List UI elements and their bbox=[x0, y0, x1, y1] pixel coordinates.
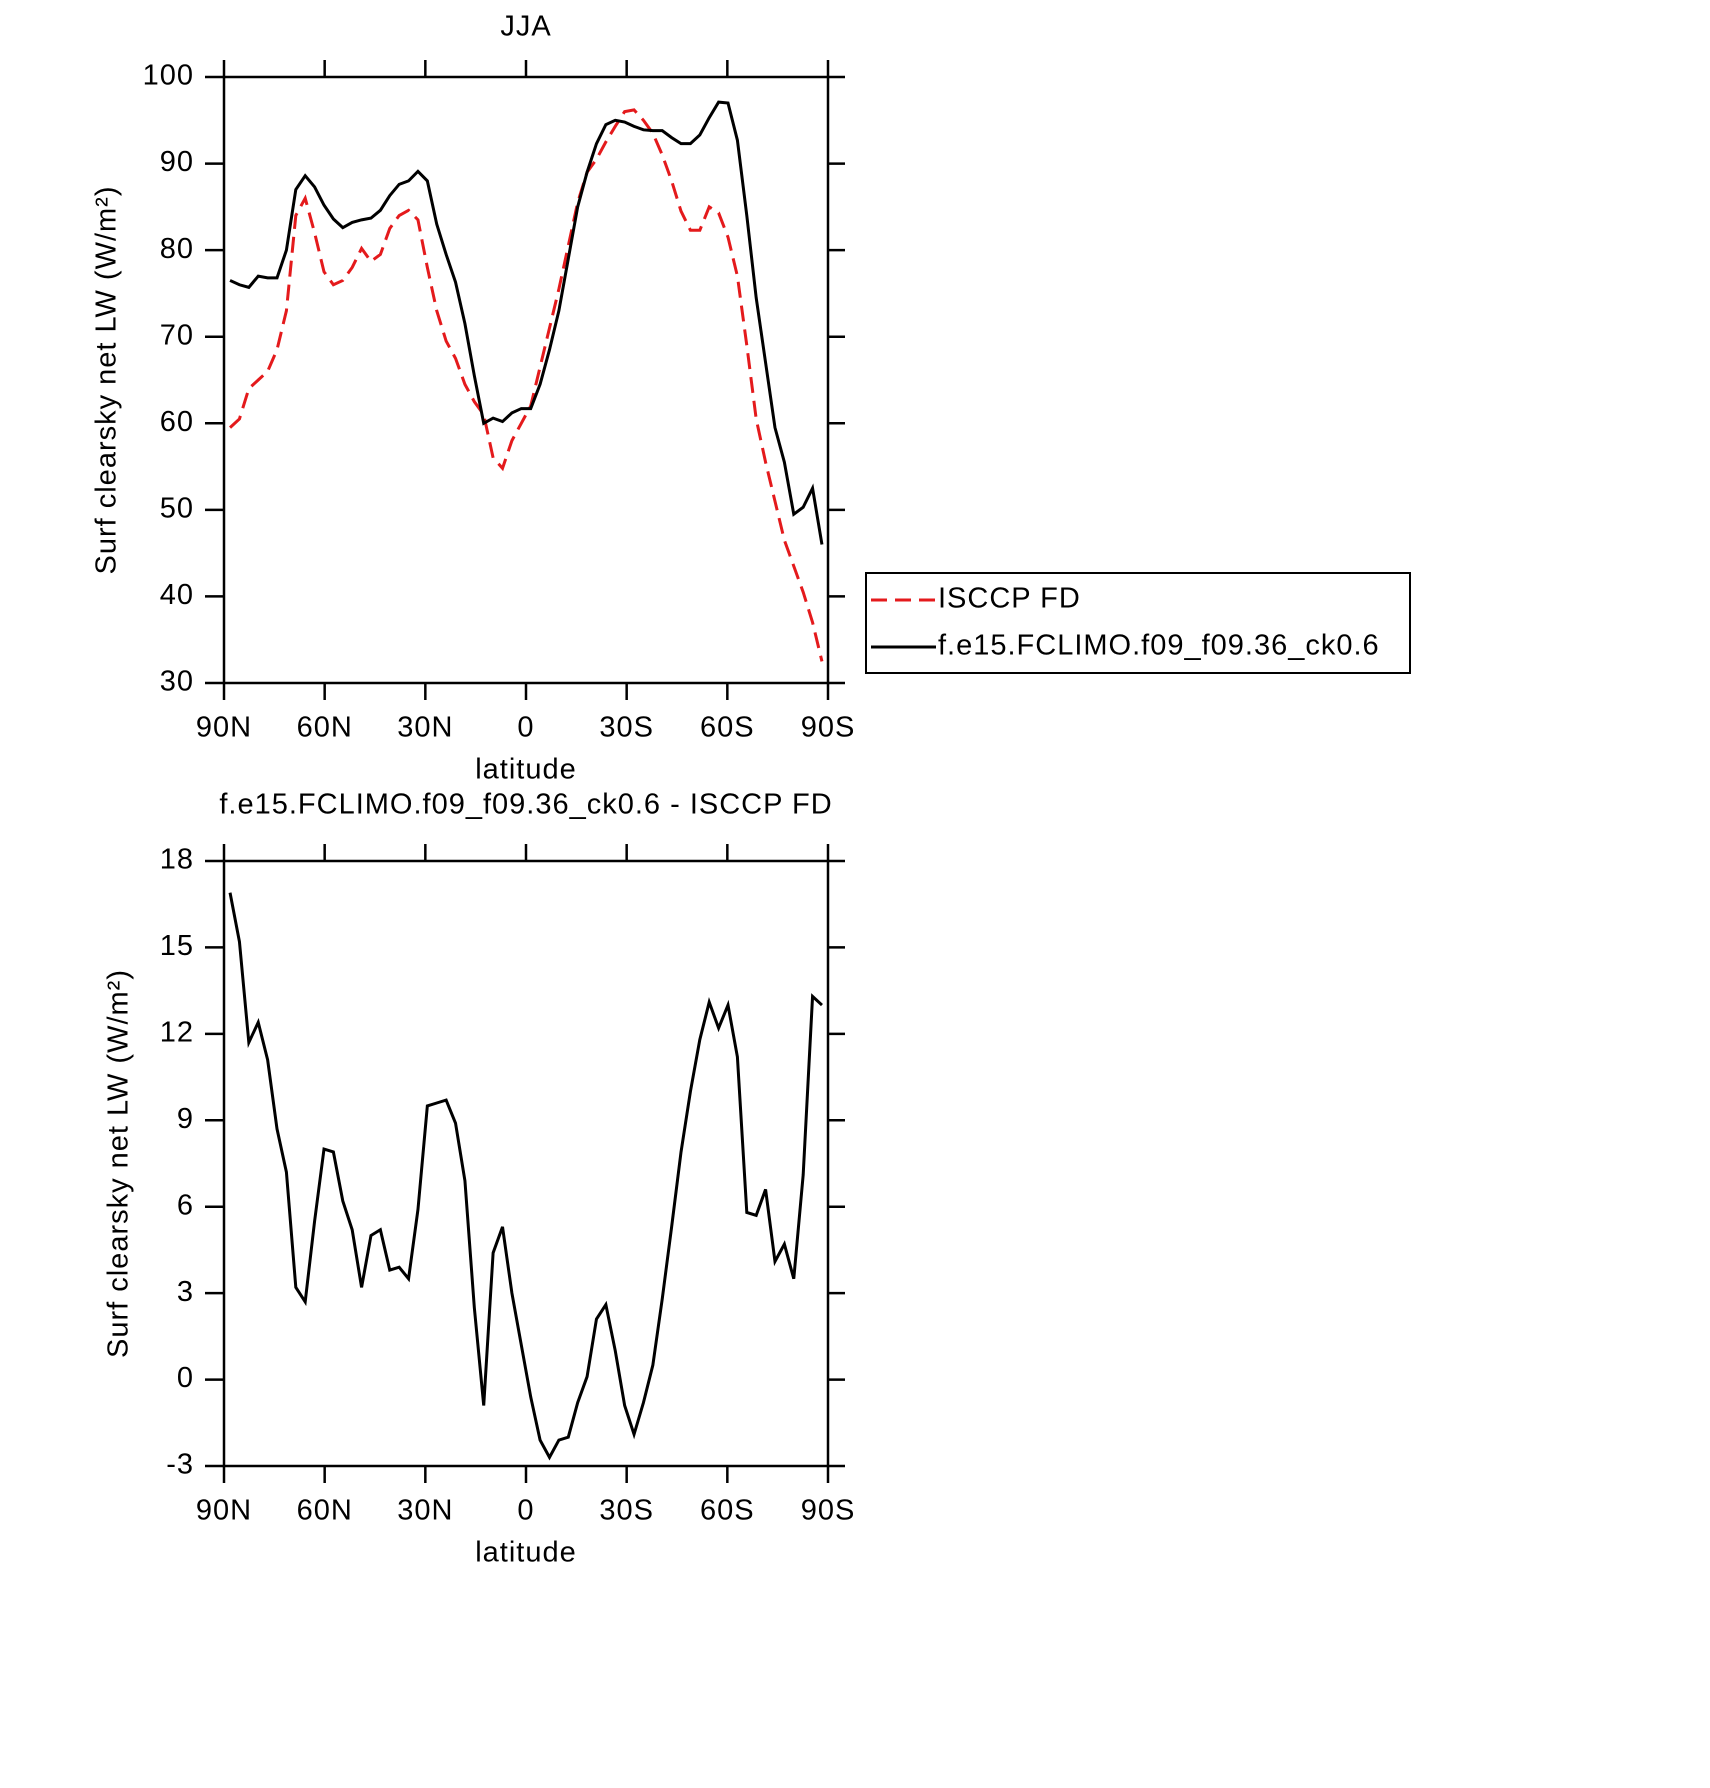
y-axis-label: Surf clearsky net LW (W/m²) bbox=[103, 969, 135, 1358]
y-tick-label: 15 bbox=[160, 930, 194, 962]
data-line bbox=[229, 100, 824, 545]
y-tick-label: 0 bbox=[177, 1362, 194, 1394]
y-tick-label: 6 bbox=[177, 1189, 194, 1221]
y-tick-label: 40 bbox=[160, 579, 194, 611]
chart-title: JJA bbox=[500, 11, 551, 43]
y-tick-label: 70 bbox=[160, 319, 194, 351]
y-tick-label: 18 bbox=[160, 844, 194, 876]
x-tick-label: 90N bbox=[196, 1495, 252, 1527]
y-tick-label: 100 bbox=[143, 60, 194, 92]
y-tick-label: 60 bbox=[160, 406, 194, 438]
x-tick-label: 30S bbox=[599, 712, 654, 744]
plot-frame bbox=[222, 859, 830, 1468]
x-tick-label: 90N bbox=[196, 712, 252, 744]
chart-title: f.e15.FCLIMO.f09_f09.36_ck0.6 - ISCCP FD bbox=[219, 789, 832, 821]
x-tick-label: 30N bbox=[397, 712, 453, 744]
x-axis-label: latitude bbox=[475, 754, 577, 786]
plot-frame bbox=[222, 75, 830, 685]
x-tick-label: 0 bbox=[517, 712, 534, 744]
x-tick-label: 60N bbox=[297, 1495, 353, 1527]
y-tick-label: 12 bbox=[160, 1017, 194, 1049]
x-tick-label: 60S bbox=[700, 1495, 755, 1527]
data-line bbox=[229, 108, 824, 662]
x-tick-label: 90S bbox=[801, 1495, 856, 1527]
y-tick-label: 9 bbox=[177, 1103, 194, 1135]
legend-label: f.e15.FCLIMO.f09_f09.36_ck0.6 bbox=[938, 630, 1380, 662]
y-tick-label: 3 bbox=[177, 1276, 194, 1308]
x-tick-label: 60S bbox=[700, 712, 755, 744]
y-tick-label: -3 bbox=[166, 1449, 194, 1481]
x-tick-label: 30N bbox=[397, 1495, 453, 1527]
y-axis-label: Surf clearsky net LW (W/m²) bbox=[91, 186, 123, 575]
legend-label: ISCCP FD bbox=[938, 583, 1081, 615]
y-tick-label: 50 bbox=[160, 493, 194, 525]
data-line bbox=[228, 892, 823, 1461]
x-axis-label: latitude bbox=[475, 1537, 577, 1569]
x-tick-label: 60N bbox=[297, 712, 353, 744]
x-tick-label: 90S bbox=[801, 712, 856, 744]
x-tick-label: 0 bbox=[517, 1495, 534, 1527]
y-tick-label: 80 bbox=[160, 233, 194, 265]
x-tick-label: 30S bbox=[599, 1495, 654, 1527]
y-tick-label: 90 bbox=[160, 146, 194, 178]
y-tick-label: 30 bbox=[160, 666, 194, 698]
legend-box bbox=[865, 572, 1411, 674]
